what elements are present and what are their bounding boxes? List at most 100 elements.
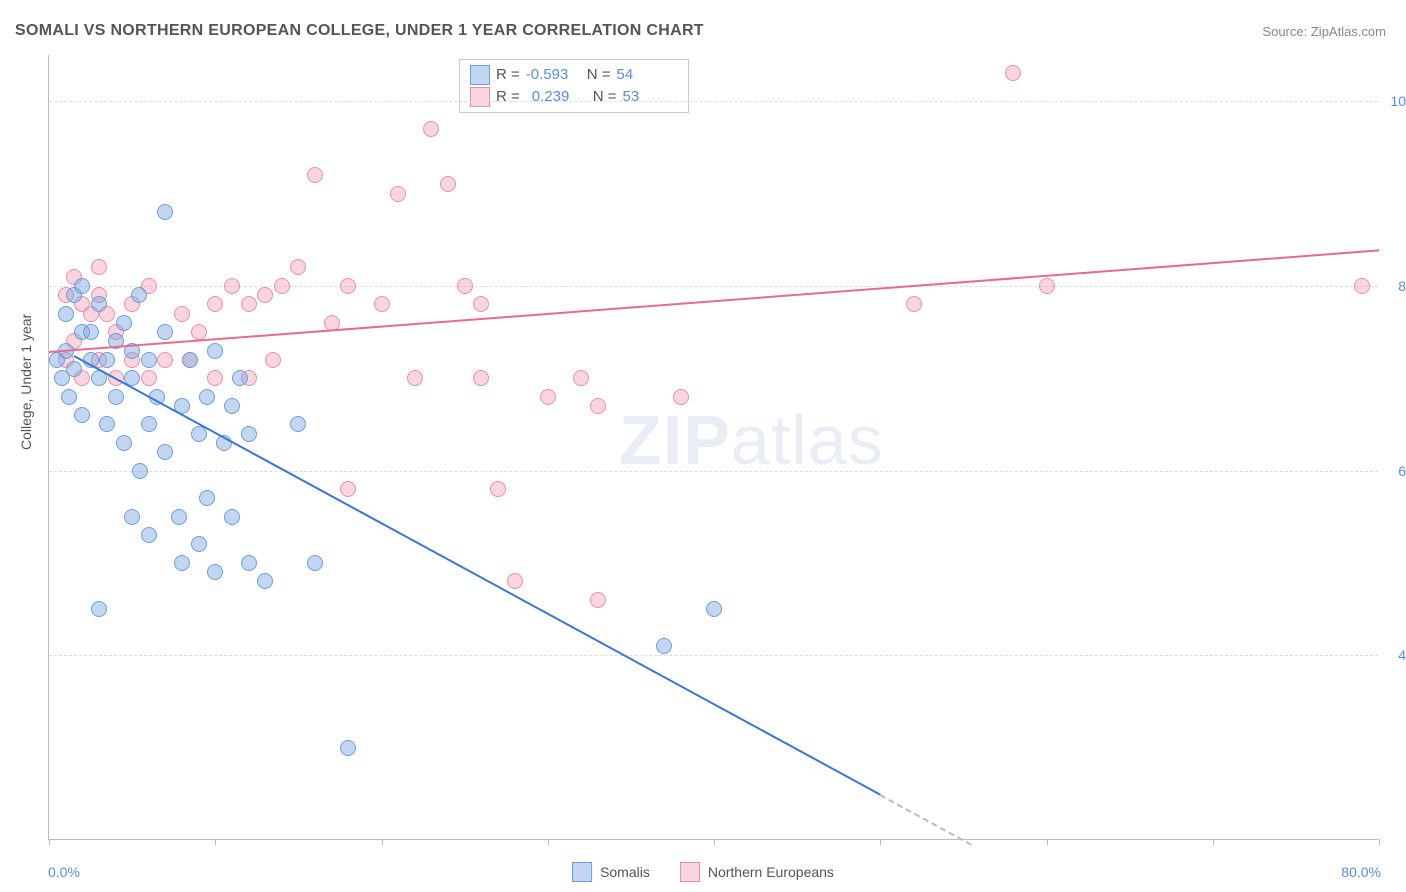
- point-somali: [108, 389, 124, 405]
- stats-row-2: R = 0.239 N = 53: [470, 86, 678, 108]
- point-somali: [74, 278, 90, 294]
- point-northern: [157, 352, 173, 368]
- plot-area: ZIPatlas R = -0.593 N = 54 R = 0.239 N =…: [48, 55, 1378, 840]
- point-northern: [1039, 278, 1055, 294]
- y-tick-label: 60.0%: [1398, 463, 1406, 479]
- point-northern: [257, 287, 273, 303]
- legend-bottom: Somalis Northern Europeans: [572, 862, 834, 882]
- swatch-northern-icon: [470, 87, 490, 107]
- x-tick: [215, 839, 216, 845]
- chart-title: SOMALI VS NORTHERN EUROPEAN COLLEGE, UND…: [15, 22, 704, 40]
- y-axis-label: College, Under 1 year: [18, 314, 34, 450]
- point-northern: [274, 278, 290, 294]
- n-label-1: N =: [587, 64, 611, 86]
- point-somali: [241, 426, 257, 442]
- point-northern: [141, 370, 157, 386]
- point-somali: [157, 324, 173, 340]
- point-somali: [257, 573, 273, 589]
- point-somali: [157, 444, 173, 460]
- x-tick: [1047, 839, 1048, 845]
- y-tick-label: 40.0%: [1398, 647, 1406, 663]
- legend-label-northern: Northern Europeans: [708, 864, 834, 880]
- point-northern: [590, 398, 606, 414]
- point-northern: [473, 370, 489, 386]
- swatch-somalis-icon: [470, 65, 490, 85]
- legend-item-somalis: Somalis: [572, 862, 650, 882]
- x-axis-min-label: 0.0%: [48, 864, 80, 880]
- point-northern: [241, 296, 257, 312]
- gridline-h: [49, 655, 1378, 656]
- point-somali: [199, 490, 215, 506]
- point-somali: [74, 407, 90, 423]
- point-somali: [124, 509, 140, 525]
- x-tick: [880, 839, 881, 845]
- point-northern: [290, 259, 306, 275]
- point-northern: [224, 278, 240, 294]
- watermark-atlas: atlas: [731, 401, 884, 479]
- point-northern: [207, 296, 223, 312]
- n-value-2: 53: [623, 86, 678, 108]
- x-tick: [1379, 839, 1380, 845]
- legend-item-northern: Northern Europeans: [680, 862, 834, 882]
- source-label: Source:: [1262, 24, 1307, 39]
- point-northern: [207, 370, 223, 386]
- point-northern: [473, 296, 489, 312]
- watermark-zip: ZIP: [619, 401, 731, 479]
- point-somali: [132, 463, 148, 479]
- point-northern: [265, 352, 281, 368]
- point-somali: [116, 435, 132, 451]
- y-tick-label: 80.0%: [1398, 278, 1406, 294]
- point-northern: [407, 370, 423, 386]
- watermark: ZIPatlas: [619, 400, 884, 480]
- point-northern: [191, 324, 207, 340]
- point-northern: [374, 296, 390, 312]
- point-somali: [141, 527, 157, 543]
- legend-swatch-northern-icon: [680, 862, 700, 882]
- r-value-2: 0.239: [526, 86, 587, 108]
- x-tick: [548, 839, 549, 845]
- point-northern: [423, 121, 439, 137]
- gridline-h: [49, 101, 1378, 102]
- stats-row-1: R = -0.593 N = 54: [470, 64, 678, 86]
- point-northern: [457, 278, 473, 294]
- point-somali: [307, 555, 323, 571]
- chart-container: SOMALI VS NORTHERN EUROPEAN COLLEGE, UND…: [0, 0, 1406, 892]
- point-somali: [656, 638, 672, 654]
- point-northern: [1354, 278, 1370, 294]
- r-label-1: R =: [496, 64, 520, 86]
- source-link[interactable]: ZipAtlas.com: [1311, 24, 1386, 39]
- point-somali: [141, 352, 157, 368]
- gridline-h: [49, 471, 1378, 472]
- point-somali: [706, 601, 722, 617]
- point-northern: [174, 306, 190, 322]
- trendline-somali: [73, 355, 880, 795]
- n-value-1: 54: [617, 64, 672, 86]
- point-northern: [440, 176, 456, 192]
- point-northern: [340, 278, 356, 294]
- legend-swatch-somalis-icon: [572, 862, 592, 882]
- point-somali: [116, 315, 132, 331]
- stats-legend-box: R = -0.593 N = 54 R = 0.239 N = 53: [459, 59, 689, 113]
- gridline-h: [49, 286, 1378, 287]
- point-northern: [590, 592, 606, 608]
- x-tick: [714, 839, 715, 845]
- point-somali: [131, 287, 147, 303]
- point-somali: [83, 324, 99, 340]
- point-somali: [340, 740, 356, 756]
- point-somali: [171, 509, 187, 525]
- point-somali: [99, 352, 115, 368]
- point-somali: [157, 204, 173, 220]
- n-label-2: N =: [593, 86, 617, 108]
- point-northern: [573, 370, 589, 386]
- point-northern: [507, 573, 523, 589]
- r-value-1: -0.593: [526, 64, 581, 86]
- x-tick: [1213, 839, 1214, 845]
- point-northern: [91, 259, 107, 275]
- point-northern: [340, 481, 356, 497]
- point-northern: [307, 167, 323, 183]
- point-somali: [191, 536, 207, 552]
- x-tick: [49, 839, 50, 845]
- point-somali: [58, 306, 74, 322]
- point-somali: [174, 555, 190, 571]
- point-somali: [207, 564, 223, 580]
